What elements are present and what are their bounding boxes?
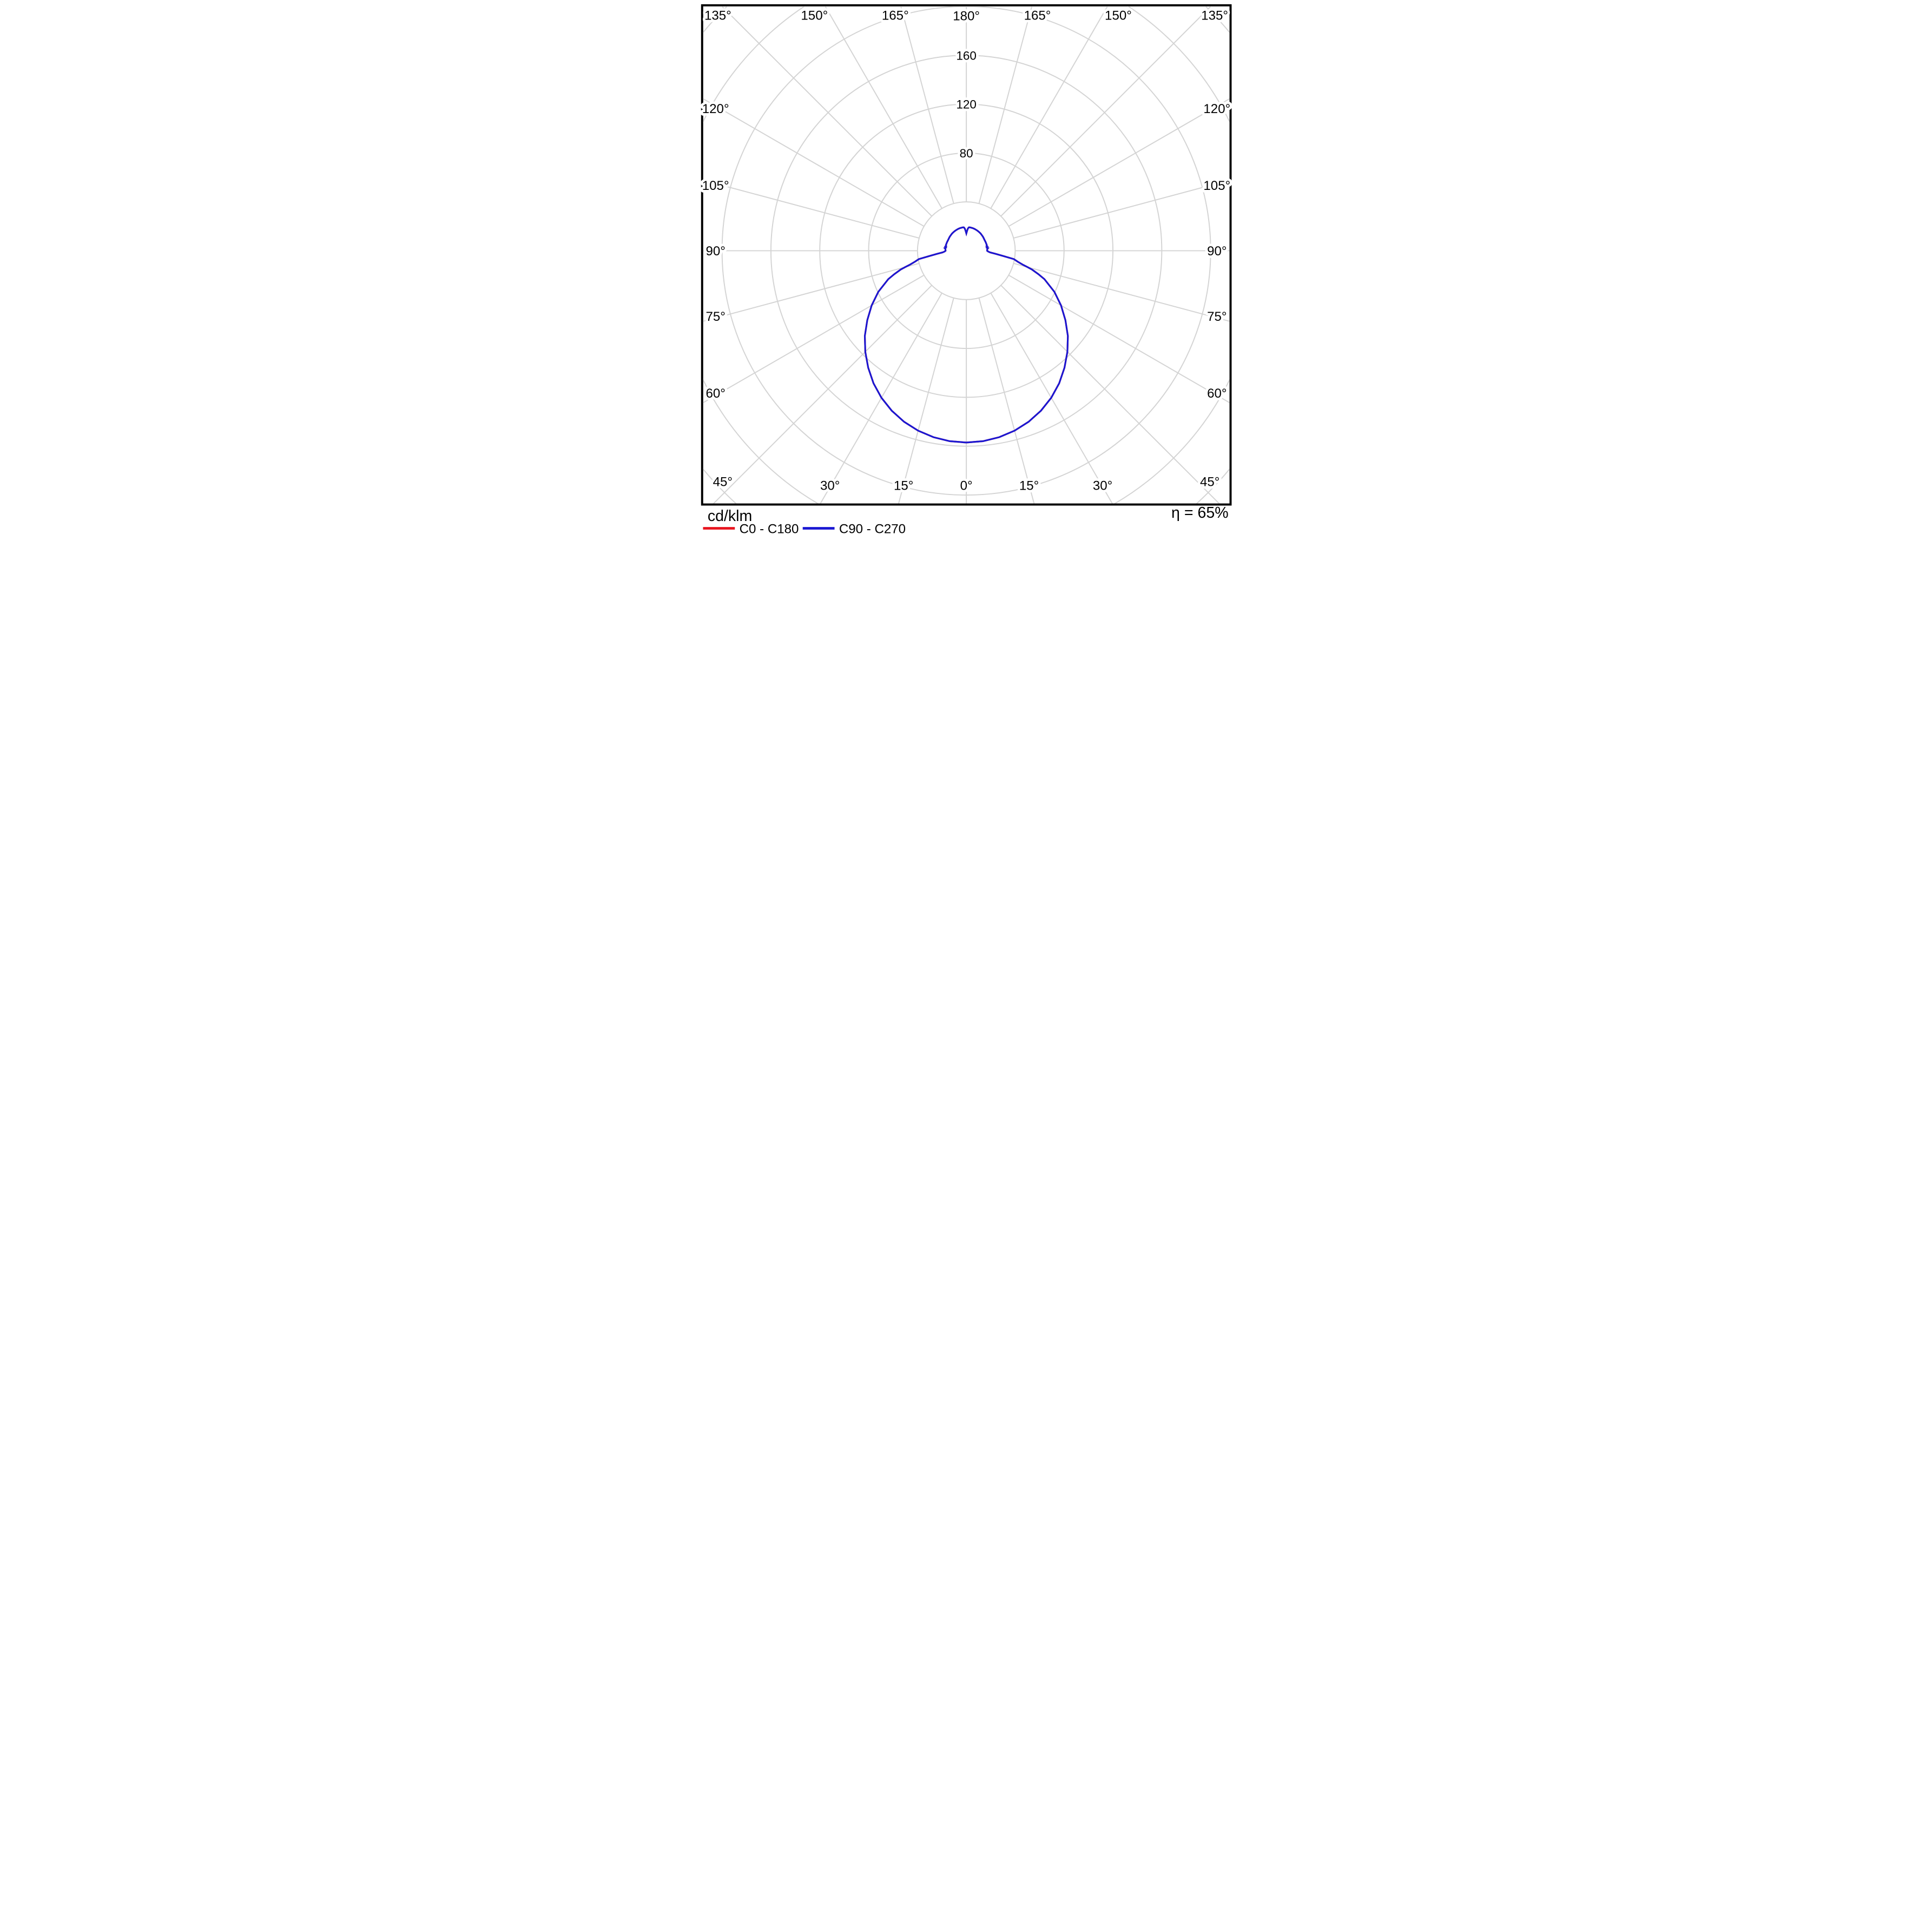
angle-label-0: 0° (960, 479, 972, 493)
angle-label-30-right: 30° (1092, 479, 1112, 493)
angle-label-15-right: 15° (1019, 479, 1038, 493)
grid-spoke-120 (1008, 98, 1230, 227)
radial-tick-label-80: 80 (959, 147, 973, 160)
angle-label-90-left: 90° (705, 244, 725, 259)
grid-spoke-105 (1013, 180, 1230, 239)
curve-C90-C270 (863, 226, 1069, 444)
angle-label-15-left: 15° (894, 479, 913, 493)
legend: C0 - C180 C90 - C270 (702, 522, 906, 537)
angle-label-180: 180° (953, 9, 980, 24)
grid-spoke-165 (978, 6, 1032, 204)
polar-grid (703, 6, 1230, 504)
grid-spoke-240 (703, 98, 924, 227)
grid-spoke-150 (990, 6, 1108, 209)
angle-label-120-left: 120° (702, 102, 729, 116)
grid-spoke-300 (703, 274, 924, 404)
angle-label-105-right: 105° (1203, 179, 1230, 193)
grid-spoke-135 (1000, 6, 1211, 217)
grid-spoke-195 (900, 6, 954, 204)
grid-spoke-45 (1000, 285, 1220, 504)
grid-spoke-330 (819, 293, 942, 504)
grid-spoke-285 (703, 262, 919, 322)
angle-label-75-right: 75° (1207, 309, 1227, 324)
angle-label-165-left: 165° (881, 9, 908, 23)
grid-spoke-30 (990, 293, 1113, 504)
units-label: cd/klm (707, 507, 751, 525)
angle-label-165-right: 165° (1024, 9, 1051, 23)
grid-spoke-75 (1013, 262, 1230, 322)
efficiency-label: η = 65% (1171, 504, 1229, 522)
angle-label-150-left: 150° (801, 9, 828, 23)
angle-tick-labels: 0° 180° 15° 15° 30° 30° 45° 45° 60° 60° 75° 75° 90° 9… (700, 6, 1233, 496)
angle-label-45-left: 45° (713, 475, 732, 490)
angle-label-105-left: 105° (702, 179, 729, 193)
angle-label-30-left: 30° (820, 479, 840, 493)
grid-spoke-210 (824, 6, 942, 209)
angle-label-90-right: 90° (1207, 244, 1227, 259)
polar-chart-canvas: 80 120 160 0° 180° 15° 15° 30° 30° 45° 45° 60° 60° 7… (700, 4, 1233, 537)
radial-tick-label-120: 120 (956, 98, 976, 111)
legend-label-c90-c270: C90 - C270 (839, 522, 905, 537)
angle-label-150-right: 150° (1105, 9, 1132, 23)
radial-tick-label-160: 160 (956, 49, 976, 62)
photometric-polar-diagram: 80 120 160 0° 180° 15° 15° 30° 30° 45° 45° 60° 60° 7… (696, 0, 1237, 541)
angle-label-135-right: 135° (1201, 8, 1228, 23)
grid-spoke-255 (703, 180, 919, 239)
grid-spoke-60 (1008, 274, 1230, 404)
grid-spoke-345 (898, 298, 954, 504)
angle-label-75-left: 75° (705, 309, 725, 324)
grid-spoke-315 (713, 285, 932, 504)
angle-label-45-right: 45° (1199, 475, 1219, 490)
angle-label-135-left: 135° (704, 8, 731, 23)
grid-spoke-225 (721, 6, 932, 217)
angle-label-60-left: 60° (705, 386, 725, 401)
angle-label-60-right: 60° (1207, 386, 1227, 401)
radial-tick-labels: 80 120 160 (953, 47, 979, 163)
grid-spoke-15 (978, 298, 1034, 504)
legend-label-c0-c180: C0 - C180 (739, 522, 799, 537)
angle-label-120-right: 120° (1203, 102, 1230, 116)
intensity-curves (863, 226, 1069, 444)
